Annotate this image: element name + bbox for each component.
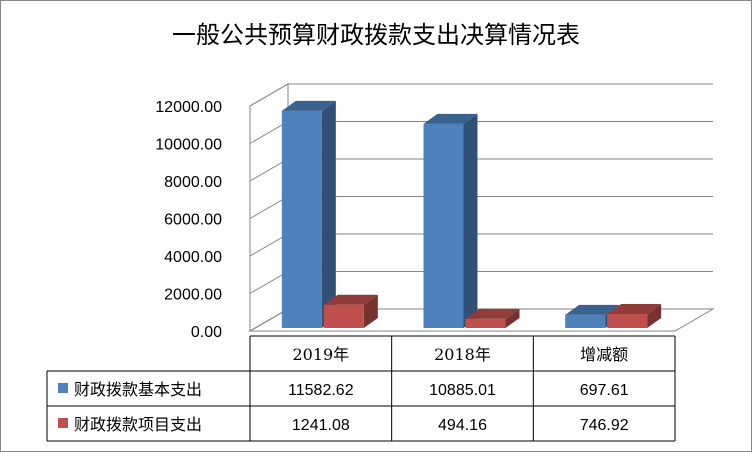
bar-side [321,100,336,329]
series-name: 财政拨款基本支出 [74,380,202,399]
bar-basic-1 [423,113,478,328]
chart-title: 一般公共预算财政拨款支出决算情况表 [172,21,580,49]
category-label: 2018年 [434,345,491,364]
y-tick-label: 4000.00 [164,249,222,266]
data-label: 494.16 [438,417,487,434]
bar-side [363,294,378,328]
bar-project-0 [323,294,378,328]
bar-front [281,110,322,329]
bar-front [607,313,648,328]
bar-basic-0 [281,100,336,329]
bar-top [423,113,478,124]
data-label: 1241.08 [292,417,350,434]
bar-top [281,100,336,111]
y-tick-label: 8000.00 [164,174,222,191]
data-label: 697.61 [580,382,629,399]
y-tick-label: 10000.00 [155,137,222,154]
data-label: 11582.62 [288,382,354,399]
bar-top [565,304,620,315]
y-tick-label: 12000.00 [155,99,222,116]
bar-front [465,318,506,328]
category-label: 增减额 [580,345,628,364]
y-tick-label: 0.00 [191,324,222,341]
bars [281,100,662,329]
y-tick-label: 2000.00 [164,287,222,304]
bar-top [465,308,520,319]
y-tick-label: 6000.00 [164,212,222,229]
data-label: 746.92 [580,417,629,434]
category-label: 2019年 [292,345,349,364]
series-name: 财政拨款项目支出 [74,415,202,434]
bar-top [323,294,378,305]
bar-project-2 [607,303,662,328]
bar-project-1 [465,308,520,328]
gridline [249,83,713,107]
y-axis-ticks: 0.00 2000.00 4000.00 6000.00 8000.00 10000.00… [155,99,222,341]
data-label: 10885.01 [429,382,496,399]
legend-swatch [58,383,68,393]
legend-swatch [58,418,68,428]
bar-front [565,314,606,328]
bar-front [323,304,364,328]
bar-side [647,303,662,328]
bar-top [607,303,662,314]
bar-side [463,113,478,328]
bar-side [505,308,520,328]
bar-front [423,123,464,328]
